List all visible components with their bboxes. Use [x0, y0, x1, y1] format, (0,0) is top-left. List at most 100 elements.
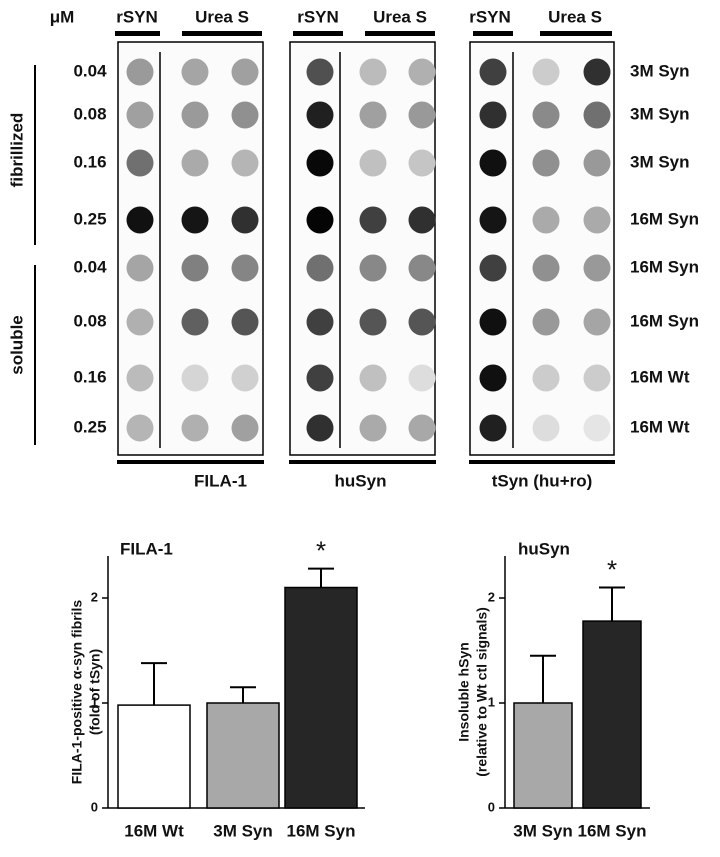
blot-dot	[480, 415, 507, 442]
blot-dot	[584, 59, 611, 86]
blot-dot	[127, 59, 154, 86]
blot-dot	[409, 59, 436, 86]
x-tick-label: 16M Wt	[124, 821, 184, 840]
annotation: *	[607, 554, 617, 584]
blot-dot	[360, 150, 387, 177]
chart-title: huSyn	[518, 539, 570, 558]
group-label: fibrillized	[7, 113, 26, 188]
blot-dot	[232, 255, 259, 282]
y-tick-label: 2	[488, 589, 495, 604]
lane-bar	[115, 31, 160, 36]
annotation: *	[316, 535, 326, 565]
blot-dot	[584, 102, 611, 129]
blot-dot	[232, 59, 259, 86]
blot-dot	[533, 207, 560, 234]
blot-dot	[127, 365, 154, 392]
blot-dot	[360, 207, 387, 234]
y-axis-label: (fold of tSyn)	[87, 649, 103, 735]
blot-dot	[182, 255, 209, 282]
blot-dot	[182, 102, 209, 129]
row-label: 3M Syn	[630, 61, 690, 80]
blot-dot	[409, 309, 436, 336]
blot-dot	[127, 255, 154, 282]
concentration-label: 0.25	[73, 209, 106, 228]
group-label: soluble	[7, 315, 26, 375]
blot-dot	[232, 207, 259, 234]
blot-dot	[127, 309, 154, 336]
blot-dot	[480, 102, 507, 129]
y-tick-label: 2	[91, 589, 98, 604]
lane-label: rSYN	[297, 7, 339, 26]
lane-label: rSYN	[469, 7, 511, 26]
blot-dot	[480, 59, 507, 86]
blot-dot	[307, 415, 334, 442]
row-label: 16M Syn	[630, 311, 699, 330]
blot-dot	[533, 150, 560, 177]
blot-dot	[480, 309, 507, 336]
blot-dot	[480, 150, 507, 177]
concentration-label: 0.04	[73, 257, 107, 276]
blot-dot	[182, 415, 209, 442]
bar	[514, 703, 572, 808]
blot-dot	[533, 255, 560, 282]
row-label: 3M Syn	[630, 152, 690, 171]
blot-dot	[360, 102, 387, 129]
concentration-label: 0.16	[73, 367, 106, 386]
blot-dot	[409, 102, 436, 129]
blot-dot	[533, 102, 560, 129]
antibody-bar	[117, 460, 264, 464]
blot-dot	[360, 309, 387, 336]
lane-label: rSYN	[116, 7, 158, 26]
blot-dot	[232, 150, 259, 177]
blot-dot	[182, 150, 209, 177]
row-label: 16M Wt	[630, 417, 690, 436]
chart-title: FILA-1	[120, 539, 173, 558]
blot-dot	[307, 150, 334, 177]
row-label: 16M Wt	[630, 367, 690, 386]
blot-dot	[182, 365, 209, 392]
antibody-label: tSyn (hu+ro)	[492, 471, 593, 490]
row-label: 16M Syn	[630, 257, 699, 276]
blot-dot	[409, 255, 436, 282]
concentration-label: 0.04	[73, 61, 107, 80]
blot-dot	[584, 309, 611, 336]
y-axis-label: FILA-1-positive α-syn fibrils	[69, 600, 85, 785]
lane-bar	[365, 31, 435, 36]
concentration-label: 0.08	[73, 311, 106, 330]
blot-dot	[127, 150, 154, 177]
blot-dot	[182, 309, 209, 336]
blot-dot	[232, 309, 259, 336]
blot-dot	[584, 207, 611, 234]
lane-bar	[182, 31, 262, 36]
blot-dot	[232, 415, 259, 442]
blot-dot	[232, 365, 259, 392]
blot-dot	[127, 415, 154, 442]
blot-dot	[182, 207, 209, 234]
blot-dot	[409, 150, 436, 177]
x-tick-label: 16M Syn	[287, 821, 356, 840]
bar	[207, 703, 279, 808]
concentration-label: 0.08	[73, 104, 106, 123]
blot-dot	[307, 59, 334, 86]
lane-label: Urea S	[195, 7, 249, 26]
blot-dot	[307, 255, 334, 282]
blot-dot	[533, 59, 560, 86]
blot-dot	[360, 255, 387, 282]
y-tick-label: 0	[91, 799, 98, 814]
blot-dot	[584, 255, 611, 282]
blot-dot	[360, 365, 387, 392]
concentration-label: 0.25	[73, 417, 106, 436]
x-tick-label: 16M Syn	[578, 821, 647, 840]
bar	[583, 621, 641, 808]
antibody-label: huSyn	[335, 471, 387, 490]
blot-dot	[307, 309, 334, 336]
lane-label: Urea S	[373, 7, 427, 26]
blot-dot	[584, 150, 611, 177]
concentration-label: 0.16	[73, 152, 106, 171]
blot-dot	[307, 365, 334, 392]
x-tick-label: 3M Syn	[213, 821, 273, 840]
lane-bar	[293, 31, 343, 36]
blot-dot	[409, 365, 436, 392]
y-tick-label: 0	[488, 799, 495, 814]
antibody-label: FILA-1	[194, 471, 247, 490]
